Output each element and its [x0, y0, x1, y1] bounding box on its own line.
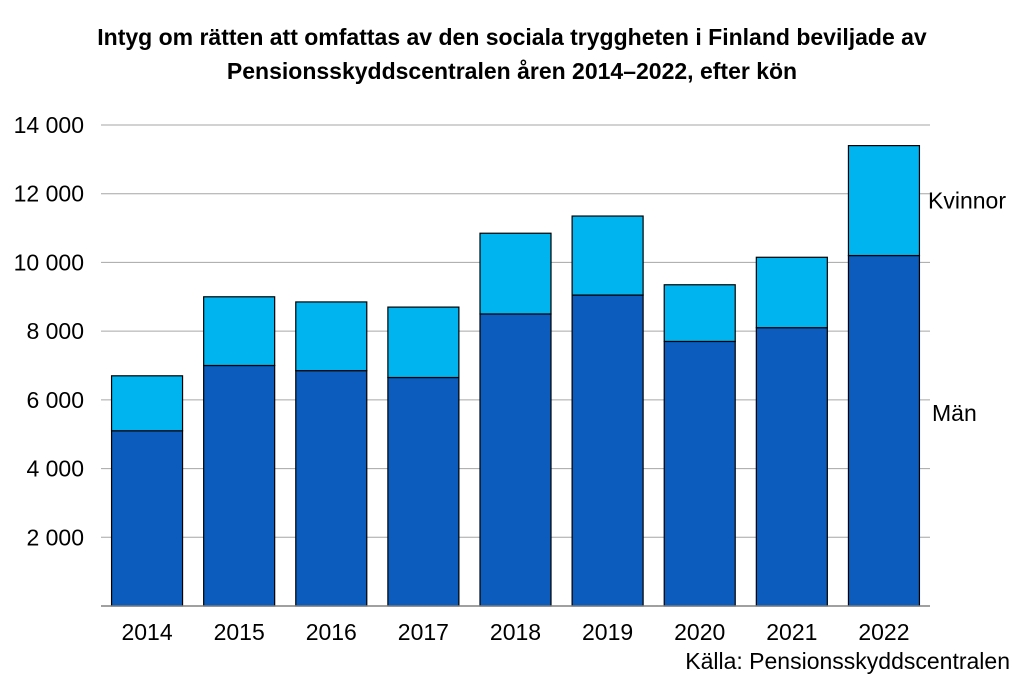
bar-kvinnor-2014 — [110, 375, 184, 432]
bars — [110, 145, 921, 607]
bar-man-2015 — [203, 364, 276, 607]
bar-man-2022 — [847, 254, 921, 607]
series-label-kvinnor: Kvinnor — [928, 188, 1006, 214]
x-tick-label: 2016 — [306, 619, 357, 645]
y-tick-label: 12 000 — [14, 181, 84, 207]
bar-man-2021 — [755, 327, 828, 607]
bar-kvinnor-2018 — [479, 232, 552, 315]
bar-man-2014 — [110, 430, 184, 607]
y-tick-label: 14 000 — [14, 112, 84, 138]
x-axis-tick-labels: 2014 2015 2016 2017 2018 2019 2020 2021 2022 — [121, 619, 909, 645]
bar-kvinnor-2017 — [387, 306, 460, 379]
bar-kvinnor-2016 — [295, 301, 368, 372]
y-tick-label: 8 000 — [26, 318, 84, 344]
bar-man-2016 — [295, 370, 368, 607]
x-tick-label: 2021 — [766, 619, 817, 645]
source-note: Källa: Pensionsskyddscentralen — [685, 648, 1010, 674]
bar-man-2020 — [663, 340, 736, 607]
bar-kvinnor-2020 — [663, 284, 736, 343]
y-tick-label: 10 000 — [14, 249, 84, 275]
bar-kvinnor-2015 — [203, 296, 276, 367]
x-tick-label: 2019 — [582, 619, 633, 645]
x-tick-label: 2022 — [858, 619, 909, 645]
x-tick-label: 2020 — [674, 619, 725, 645]
x-tick-label: 2017 — [398, 619, 449, 645]
bar-man-2019 — [571, 294, 644, 607]
y-tick-label: 6 000 — [26, 387, 84, 413]
chart-title-line-1: Intyg om rätten att omfattas av den soci… — [97, 24, 927, 50]
chart-title: Intyg om rätten att omfattas av den soci… — [0, 20, 1024, 88]
series-label-man: Män — [932, 400, 977, 426]
bar-kvinnor-2021 — [755, 256, 828, 329]
bar-man-2017 — [387, 376, 460, 607]
x-tick-label: 2014 — [121, 619, 172, 645]
bar-man-2018 — [479, 313, 552, 607]
y-axis-tick-labels: 2 000 4 000 6 000 8 000 10 000 12 000 14 000 — [14, 112, 84, 550]
y-tick-label: 4 000 — [26, 456, 84, 482]
bar-kvinnor-2019 — [571, 215, 644, 296]
x-tick-label: 2018 — [490, 619, 541, 645]
bar-kvinnor-2022 — [847, 145, 921, 257]
x-tick-label: 2015 — [214, 619, 265, 645]
y-tick-label: 2 000 — [26, 524, 84, 550]
series-labels: Män Kvinnor — [928, 188, 1006, 426]
chart-title-line-2: Pensionsskyddscentralen åren 2014–2022, … — [226, 58, 798, 84]
